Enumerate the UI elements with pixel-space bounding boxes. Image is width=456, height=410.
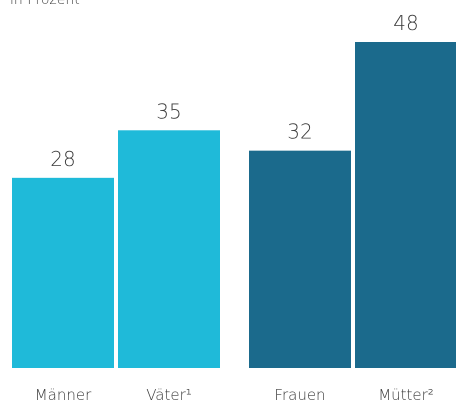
- bar: [118, 130, 220, 368]
- value-label: 32: [287, 120, 312, 144]
- x-tick-label: Mütter²: [378, 386, 434, 404]
- x-tick-label: Väter¹: [146, 386, 192, 404]
- bar: [12, 177, 114, 368]
- x-tick-label: Frauen: [274, 386, 325, 404]
- value-label: 28: [50, 147, 75, 171]
- value-label: 35: [156, 99, 181, 123]
- value-label: 48: [393, 11, 418, 35]
- bar: [355, 42, 456, 368]
- bar: [249, 150, 351, 368]
- chart-subtitle: in Prozent: [10, 0, 80, 8]
- x-tick-label: Männer: [35, 386, 92, 404]
